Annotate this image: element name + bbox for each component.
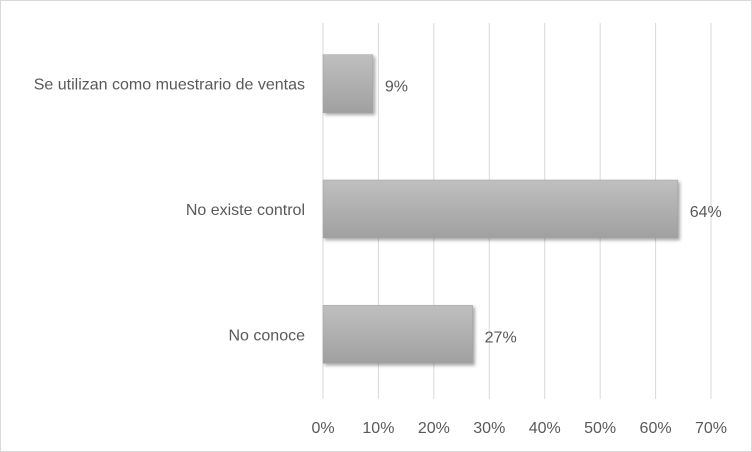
category-label-2: No conoce [229,327,306,344]
category-label-1: No existe control [186,202,305,219]
category-label-0: Se utilizan como muestrario de ventas [34,77,305,94]
x-tick-label-70: 70% [695,420,727,437]
x-tick-label-10: 10% [362,420,394,437]
x-tick-label-20: 20% [418,420,450,437]
data-label-1: 64% [690,204,722,221]
data-label-0: 9% [385,79,408,96]
bar-1 [322,179,678,239]
data-label-2: 27% [485,329,517,346]
x-tick-label-40: 40% [529,420,561,437]
labels: 0% 10% 20% 30% 40% 50% 60% 70% Se utilizan como … [34,77,727,437]
bar-0 [322,54,374,113]
x-tick-label-30: 30% [473,420,505,437]
x-tick-label-0: 0% [311,420,334,437]
x-tick-label-60: 60% [640,420,672,437]
x-tick-label-50: 50% [584,420,616,437]
bars [322,54,678,364]
bar-2 [322,305,473,364]
